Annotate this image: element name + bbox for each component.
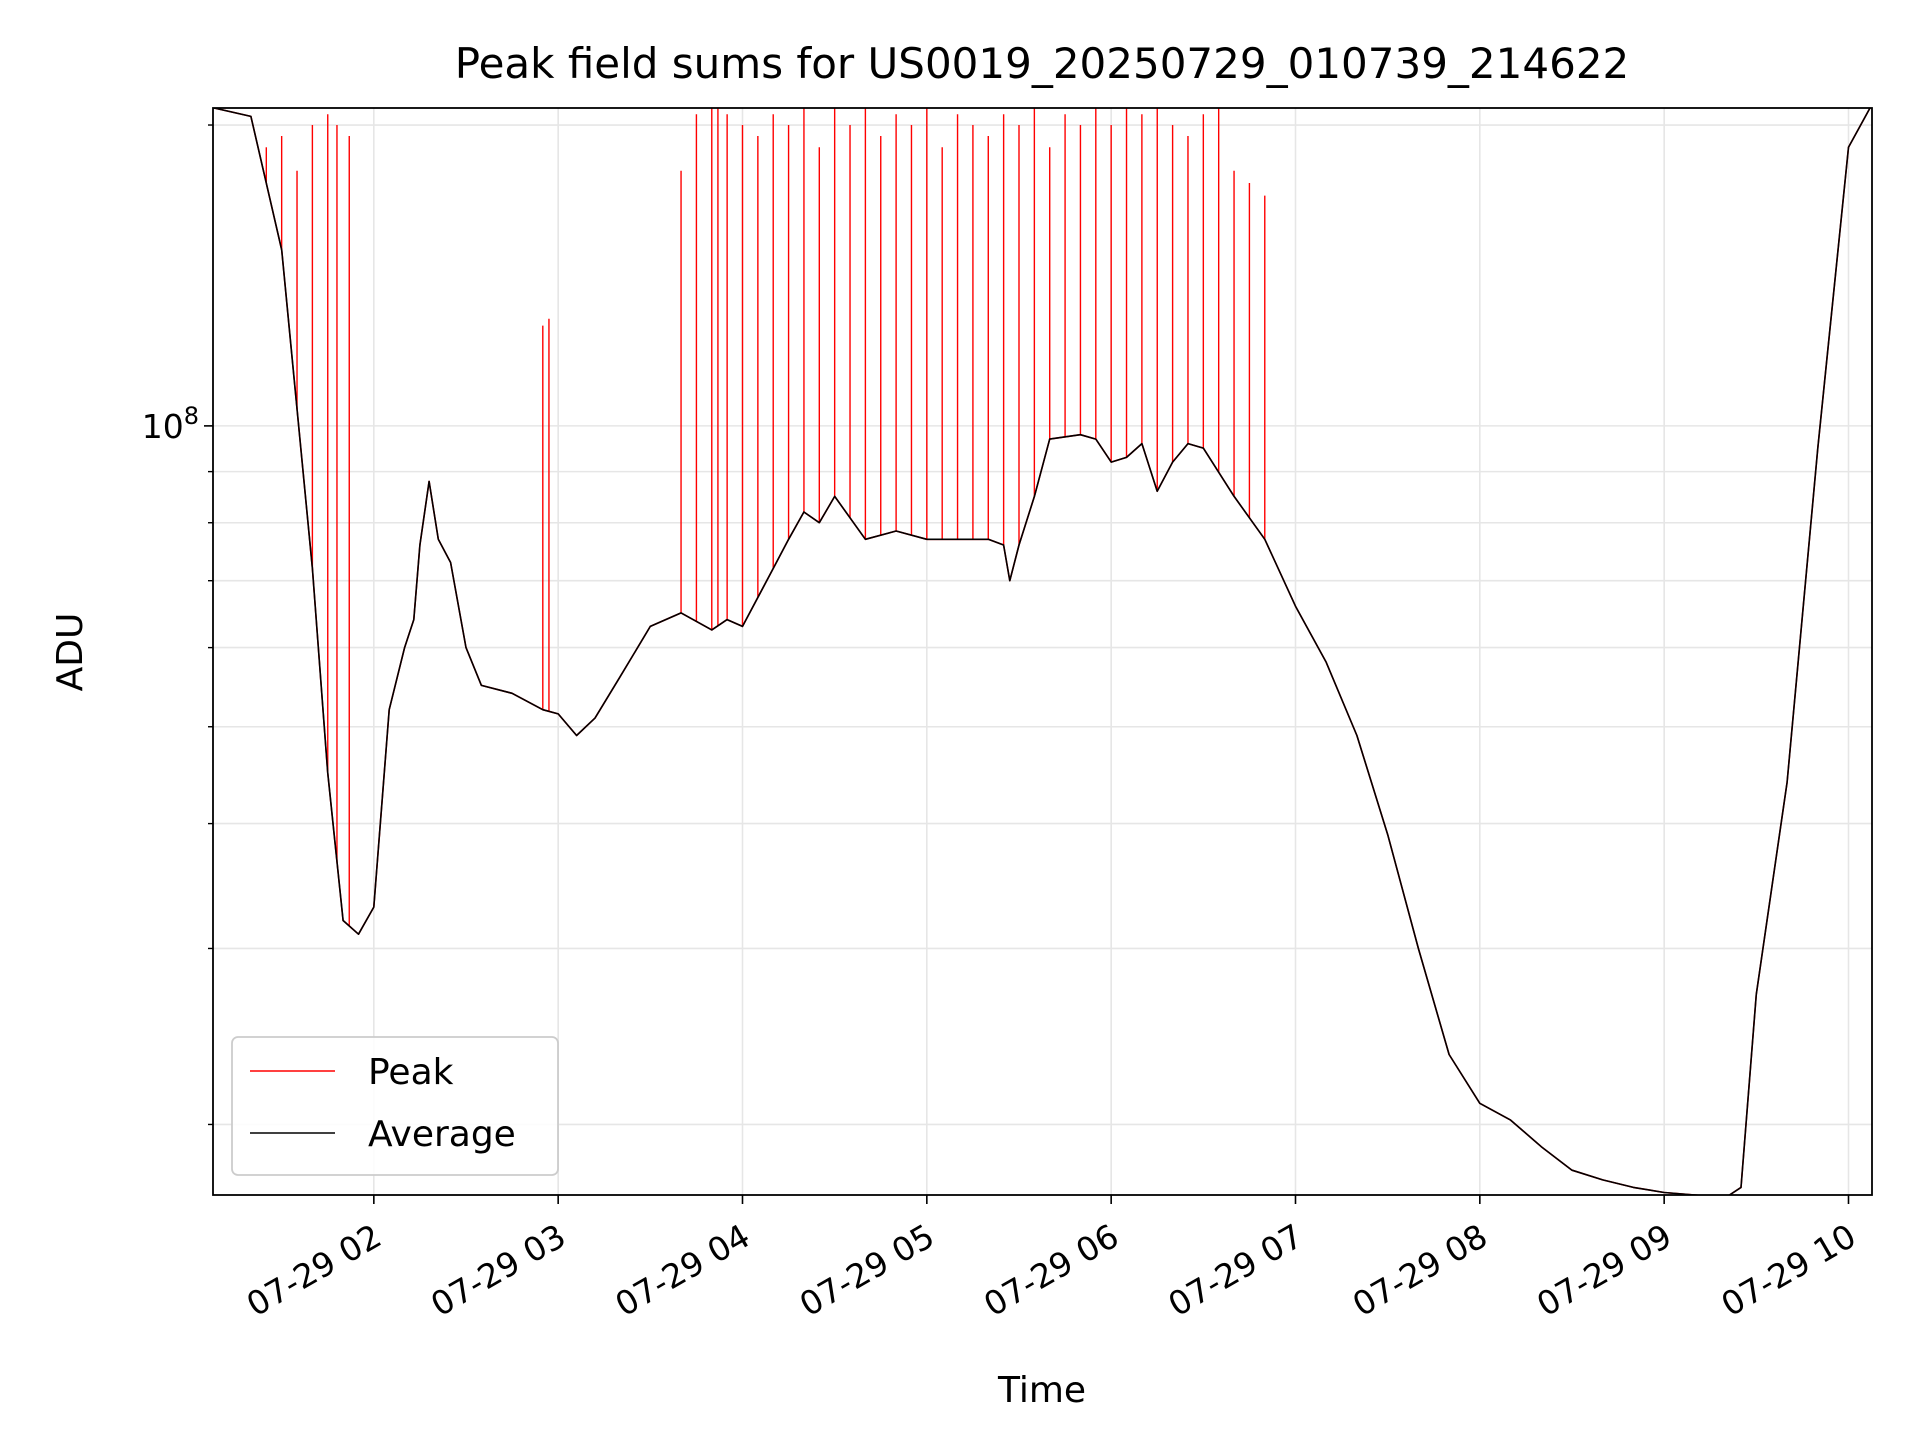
legend-average-label: Average [368,1114,516,1155]
legend-peak-label: Peak [368,1052,454,1093]
x-axis-label: Time [997,1370,1086,1411]
grid [213,108,1872,1195]
chart-title: Peak field sums for US0019_20250729_0107… [455,39,1630,88]
y-axis-label: ADU [50,613,91,692]
peak-spikes [265,108,1266,926]
y-tick-label: 108 [142,402,199,446]
axes-frame [212,107,1873,1196]
legend: Peak Average [231,1036,559,1176]
series-average-line [213,108,1871,1195]
y-axis: 108 [142,124,213,1126]
plot-area [213,108,1871,1195]
